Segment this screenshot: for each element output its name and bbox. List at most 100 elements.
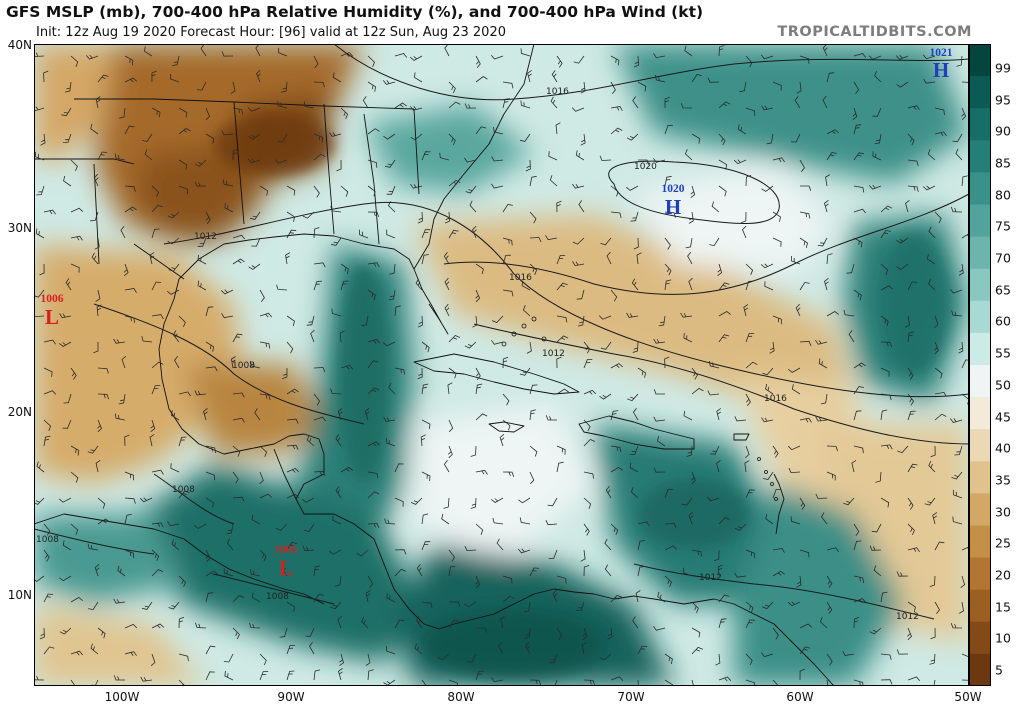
wind-barb — [286, 444, 299, 450]
wind-barb — [960, 575, 966, 589]
wind-barb — [338, 667, 343, 681]
wind-barb — [475, 126, 487, 135]
wind-barb — [367, 491, 380, 499]
wind-barb — [178, 575, 186, 587]
wind-barb — [124, 434, 130, 447]
wind-barb — [853, 386, 864, 395]
wind-barb — [251, 592, 261, 603]
wind-barb — [934, 541, 945, 551]
wind-barb — [124, 77, 138, 83]
wind-barb — [772, 315, 782, 325]
wind-barb — [389, 263, 396, 275]
wind-barb — [683, 410, 693, 421]
wind-barb — [394, 497, 404, 507]
wind-barb — [932, 512, 938, 525]
colorbar-label: 55 — [995, 345, 1011, 361]
colorbar-label: 99 — [995, 60, 1011, 76]
wind-barb — [448, 179, 461, 187]
wind-barb — [556, 55, 563, 68]
wind-barb — [599, 155, 612, 161]
wind-barb — [575, 150, 585, 161]
wind-barb — [205, 211, 211, 224]
wind-barb — [880, 679, 893, 685]
wind-barb — [664, 96, 670, 108]
wind-barb — [340, 364, 354, 370]
wind-barb — [386, 645, 396, 655]
wind-barb — [683, 333, 693, 343]
wind-barb — [684, 45, 693, 57]
wind-barb — [70, 650, 84, 656]
wind-barb — [414, 643, 423, 655]
wind-barb — [905, 199, 910, 213]
wind-barb — [339, 330, 345, 343]
wind-barb — [62, 419, 72, 429]
wind-barb — [517, 548, 531, 554]
wind-barb — [653, 416, 666, 422]
wind-barb — [394, 53, 408, 58]
wind-barb — [790, 516, 801, 525]
wind-barb — [421, 151, 431, 161]
wind-barb — [313, 367, 326, 373]
wind-barb — [121, 355, 127, 369]
wind-barb — [599, 653, 612, 661]
wind-barb — [331, 237, 342, 246]
wind-barb — [760, 652, 774, 658]
wind-barb — [362, 96, 369, 109]
lat-label-30n: 30N — [7, 221, 32, 235]
colorbar-label: 65 — [995, 282, 1011, 298]
wind-barb — [230, 356, 236, 369]
wind-barb — [286, 229, 297, 239]
wind-barb — [822, 95, 828, 109]
wind-barb — [907, 410, 916, 421]
wind-barb — [745, 679, 756, 686]
wind-barb — [230, 81, 236, 94]
wind-barb — [632, 616, 639, 629]
wind-barb — [221, 51, 234, 57]
wind-barb — [367, 128, 380, 135]
wind-barb — [928, 460, 936, 473]
wind-barb — [955, 148, 963, 161]
wind-barb — [70, 207, 84, 213]
wind-barb — [70, 55, 79, 67]
wind-barb — [765, 383, 774, 395]
wind-barb — [394, 549, 407, 555]
wind-barb — [313, 565, 321, 577]
wind-barb — [232, 471, 239, 484]
wind-barb — [745, 549, 755, 559]
wind-barb — [869, 545, 882, 551]
wind-barb — [332, 72, 342, 83]
wind-barb — [627, 393, 639, 402]
wind-barb — [141, 336, 153, 343]
wind-barb — [247, 158, 261, 164]
wind-barb — [421, 513, 429, 525]
wind-barb — [443, 460, 450, 473]
wind-barb — [394, 367, 406, 375]
wind-barb — [256, 69, 261, 83]
wind-barb — [502, 98, 511, 109]
colorbar-label: 80 — [995, 187, 1011, 203]
wind-barb — [707, 390, 720, 396]
wind-barb — [491, 156, 504, 162]
wind-barb — [718, 676, 732, 682]
wind-barb — [880, 591, 888, 603]
wind-barb — [874, 133, 882, 145]
wind-barb — [313, 185, 320, 198]
wind-barb — [716, 408, 722, 421]
svg-text:L: L — [45, 305, 59, 329]
wind-barb — [822, 44, 828, 57]
wind-barb — [583, 439, 596, 447]
wind-barb — [761, 185, 774, 192]
wind-barb — [367, 669, 374, 681]
wind-barb — [502, 471, 515, 477]
wind-barb — [896, 237, 909, 244]
colorbar-swatch — [969, 653, 991, 686]
wind-barb — [441, 513, 450, 525]
wind-barb — [367, 471, 379, 479]
wind-barb — [286, 418, 299, 424]
wind-barb — [304, 523, 315, 532]
wind-barb — [799, 623, 813, 629]
wind-barb — [742, 225, 747, 239]
wind-barb — [686, 445, 693, 457]
wind-barb — [281, 81, 288, 93]
wind-barb — [250, 569, 261, 577]
